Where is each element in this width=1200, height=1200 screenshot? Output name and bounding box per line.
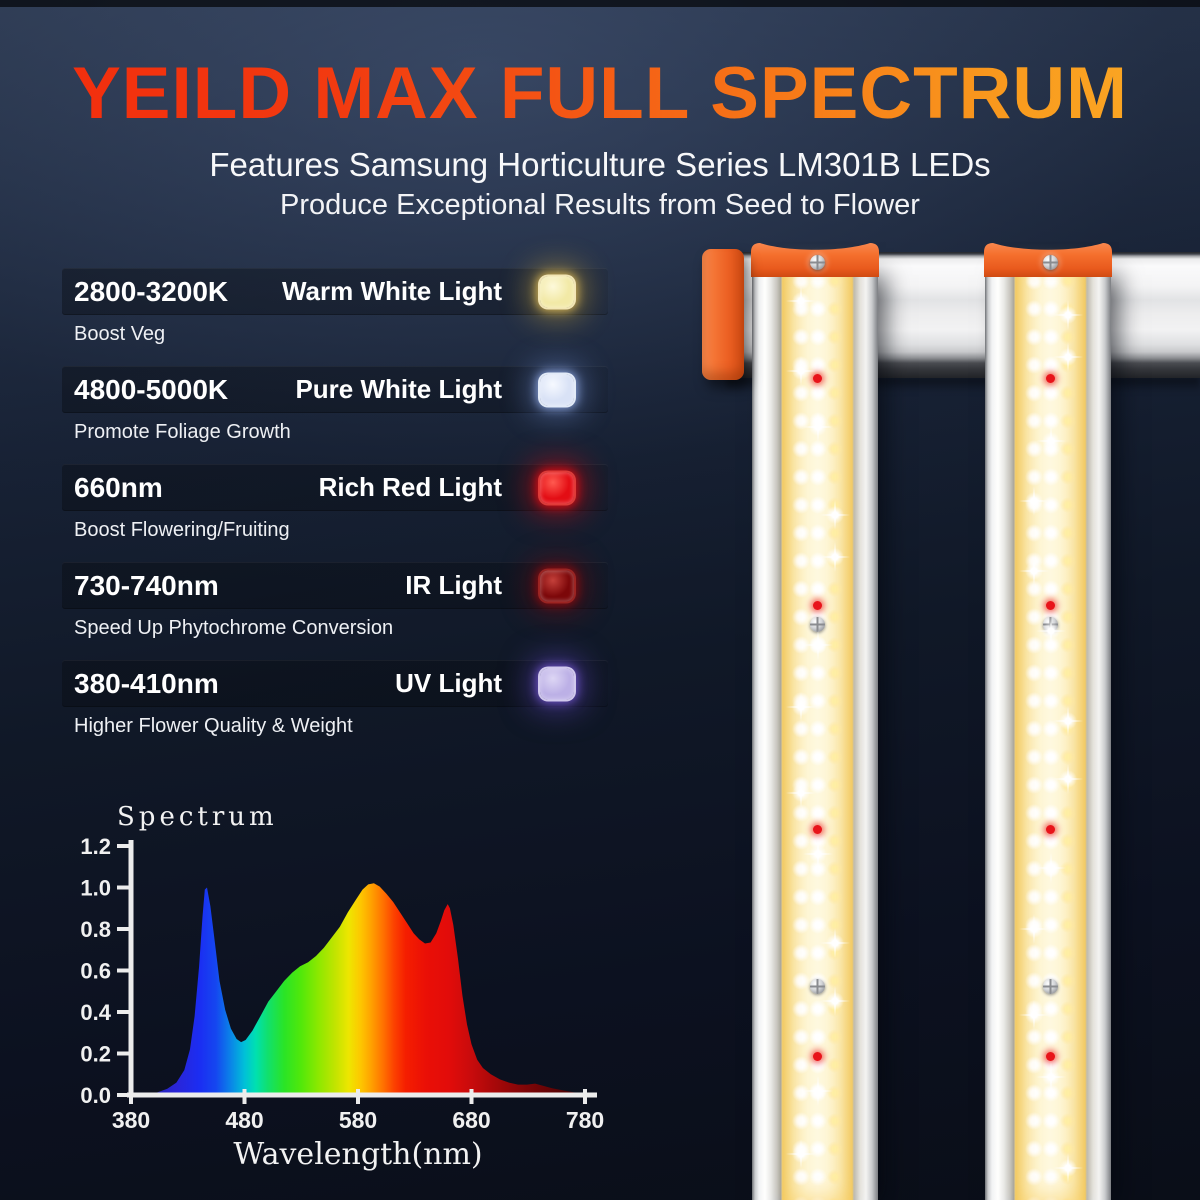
feature-light-name: Warm White Light [281, 276, 502, 306]
feature-range: 660nm [74, 471, 163, 503]
spectrum-plot: 0.0 0.2 0.4 0.6 0.8 1.0 1.2 380 480 580 680 780 Spec… [80, 802, 604, 1172]
feature-band: 380-410nm UV Light [62, 660, 608, 707]
feature-benefit: Boost Flowering/Fruiting [74, 519, 290, 541]
red-led-icon [1046, 1052, 1055, 1061]
led-sparkle [1036, 853, 1066, 883]
feature-row-pure-white: 4800-5000K Pure White Light Promote Foli… [62, 366, 608, 444]
feature-range: 4800-5000K [74, 373, 229, 405]
rail-end-bracket [702, 249, 744, 380]
led-sparkle [786, 356, 816, 386]
feature-light-name: Rich Red Light [318, 472, 502, 502]
led-sparkle [1053, 300, 1083, 330]
red-led-icon [813, 601, 822, 610]
svg-text:0.6: 0.6 [80, 959, 111, 984]
feature-benefit: Boost Veg [74, 323, 166, 345]
red-led-icon [1046, 374, 1055, 383]
led-sparkle [786, 778, 816, 808]
led-sparkle [1036, 616, 1066, 646]
led-sparkle [803, 412, 833, 442]
svg-text:0.0: 0.0 [80, 1083, 111, 1108]
svg-text:580: 580 [339, 1107, 377, 1133]
feature-range: 2800-3200K [74, 275, 229, 307]
led-sparkle [820, 500, 850, 530]
feature-range: 730-740nm [74, 569, 219, 601]
svg-text:780: 780 [566, 1107, 604, 1133]
feature-benefit: Higher Flower Quality & Weight [74, 715, 353, 737]
led-sparkle [1019, 914, 1049, 944]
led-sparkle [1019, 486, 1049, 516]
led-sparkle [1053, 342, 1083, 372]
feature-light-name: Pure White Light [295, 374, 502, 404]
feature-row-warm-white: 2800-3200K Warm White Light Boost Veg [62, 268, 608, 346]
feature-row-rich-red: 660nm Rich Red Light Boost Flowering/Fru… [62, 464, 608, 542]
svg-text:380: 380 [112, 1107, 150, 1133]
led-light-bar-1 [752, 239, 878, 1200]
svg-text:480: 480 [225, 1107, 263, 1133]
svg-text:1.2: 1.2 [80, 834, 111, 859]
led-sparkle [1036, 1062, 1066, 1092]
feature-light-name: UV Light [395, 668, 502, 698]
feature-range: 380-410nm [74, 667, 219, 699]
led-sparkle [1036, 426, 1066, 456]
feature-light-name: IR Light [405, 570, 502, 600]
led-swatch-pure-white-icon [540, 374, 574, 405]
led-light-bar-2 [985, 239, 1111, 1200]
screw-icon [1043, 255, 1058, 270]
svg-text:0.4: 0.4 [80, 1000, 111, 1025]
svg-text:Spectrum: Spectrum [117, 802, 278, 832]
tagline: Produce Exceptional Results from Seed to… [280, 189, 920, 221]
led-swatch-uv-icon [540, 668, 574, 699]
led-swatch-rich-red-icon [540, 472, 574, 503]
feature-benefit: Speed Up Phytochrome Conversion [74, 617, 394, 639]
led-swatch-warm-white-icon [540, 276, 574, 307]
led-sparkle [820, 542, 850, 572]
feature-row-ir: 730-740nm IR Light Speed Up Phytochrome … [62, 562, 608, 640]
subtitle: Features Samsung Horticulture Series LM3… [209, 146, 991, 183]
red-led-icon [813, 1052, 822, 1061]
led-sparkle [1019, 1000, 1049, 1030]
led-sparkle [786, 1139, 816, 1169]
red-led-icon [1046, 825, 1055, 834]
feature-band: 2800-3200K Warm White Light [62, 268, 608, 315]
led-swatch-ir-icon [540, 570, 574, 601]
led-sparkle [1019, 556, 1049, 586]
led-sparkle [803, 839, 833, 869]
svg-text:Wavelength(nm): Wavelength(nm) [233, 1137, 482, 1172]
screw-icon [810, 617, 825, 632]
red-led-icon [813, 825, 822, 834]
svg-text:680: 680 [452, 1107, 490, 1133]
svg-text:1.0: 1.0 [80, 876, 111, 901]
led-sparkle [820, 986, 850, 1016]
led-sparkle [1053, 764, 1083, 794]
screw-icon [810, 255, 825, 270]
spectrum-chart: 0.0 0.2 0.4 0.6 0.8 1.0 1.2 380 480 580 680 780 Spec… [80, 795, 620, 1175]
feature-band: 4800-5000K Pure White Light [62, 366, 608, 413]
svg-text:0.2: 0.2 [80, 1042, 111, 1067]
page-title: YEILD MAX FULL SPECTRUM [0, 52, 1200, 135]
top-edge-strip [0, 0, 1200, 7]
svg-text:0.8: 0.8 [80, 917, 111, 942]
led-sparkle [786, 692, 816, 722]
feature-row-uv: 380-410nm UV Light Higher Flower Quality… [62, 660, 608, 738]
led-sparkle [786, 286, 816, 316]
feature-benefit: Promote Foliage Growth [74, 421, 291, 443]
led-sparkle [1053, 706, 1083, 736]
spectrum-area [131, 883, 585, 1095]
led-sparkle [820, 928, 850, 958]
feature-band: 730-740nm IR Light [62, 562, 608, 609]
feature-band: 660nm Rich Red Light [62, 464, 608, 511]
red-led-icon [813, 374, 822, 383]
led-sparkle [803, 630, 833, 660]
led-sparkle [803, 1076, 833, 1106]
led-sparkle [1053, 1153, 1083, 1183]
red-led-icon [1046, 601, 1055, 610]
screw-icon [1043, 979, 1058, 994]
